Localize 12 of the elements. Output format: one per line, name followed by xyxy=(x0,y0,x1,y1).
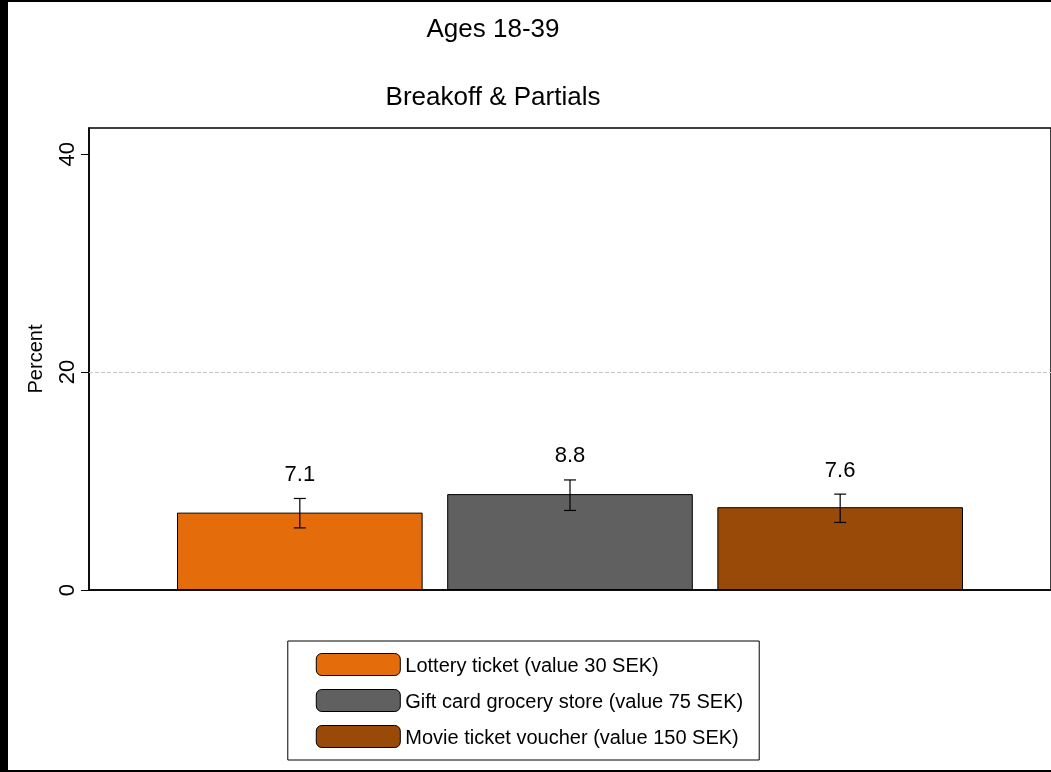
y-tick-label: 20 xyxy=(53,359,79,385)
data-label: 8.8 xyxy=(554,442,586,468)
data-label: 7.1 xyxy=(284,460,316,486)
legend-label: Gift card grocery store (value 75 SEK) xyxy=(405,689,744,712)
y-tick-label: 40 xyxy=(53,141,79,167)
chart-subtitle: Breakoff & Partials xyxy=(385,81,601,111)
legend-label: Lottery ticket (value 30 SEK) xyxy=(405,653,659,676)
chart-title: Ages 18-39 xyxy=(426,13,560,43)
y-axis-title: Percent xyxy=(24,324,46,394)
y-tick-label: 0 xyxy=(53,583,79,597)
data-label: 7.6 xyxy=(824,456,856,482)
legend-label: Movie ticket voucher (value 150 SEK) xyxy=(405,725,739,748)
